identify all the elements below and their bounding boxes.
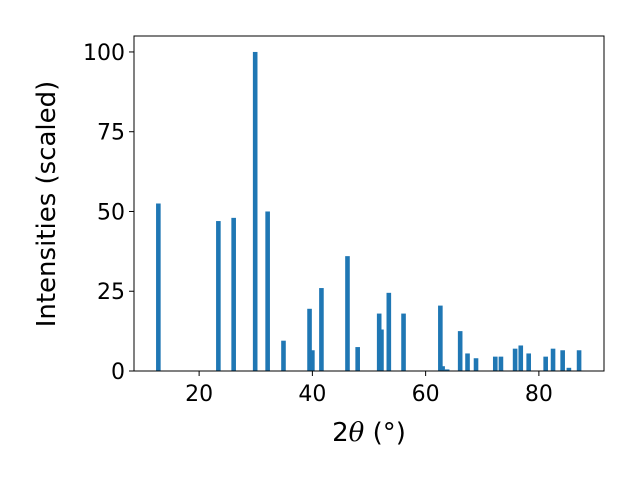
y-tick-label: 0 [111,360,125,385]
x-axis-label: 2θ (°) [332,418,406,448]
y-tick-label: 50 [97,200,125,225]
bar [281,340,286,371]
bar [401,313,406,371]
bar [457,331,463,371]
bar [465,353,470,371]
bar [265,211,270,371]
bar [444,369,450,371]
bar [386,292,392,371]
bar [216,221,221,371]
bar [526,353,531,371]
y-tick-label: 100 [83,41,125,66]
bar [307,308,312,371]
bar [319,288,324,371]
bar [252,51,258,371]
bar [156,203,161,371]
bar-series [156,51,582,371]
bar [518,345,524,371]
x-tick-label: 40 [298,382,326,407]
y-axis: 0 25 50 75 100 [83,41,134,385]
bar [566,367,572,371]
x-tick-label: 20 [185,382,213,407]
y-tick-label: 75 [97,121,125,146]
bar [355,347,360,371]
bar [498,356,504,371]
y-tick-label: 25 [97,280,125,305]
bar [310,350,315,371]
bar [512,348,518,371]
bar [473,358,479,371]
x-tick-label: 80 [525,382,553,407]
bar [379,329,384,371]
bar [492,356,498,371]
bar [345,256,350,371]
x-tick-label: 60 [412,382,440,407]
bar [440,366,445,371]
bar [543,356,548,371]
x-axis: 20 40 60 80 [185,371,553,407]
bar [560,350,565,371]
bar [231,217,236,371]
bar [576,350,582,371]
bar [550,348,556,371]
y-axis-label: Intensities (scaled) [32,81,62,328]
bar [438,305,443,371]
plot-frame [133,35,605,372]
